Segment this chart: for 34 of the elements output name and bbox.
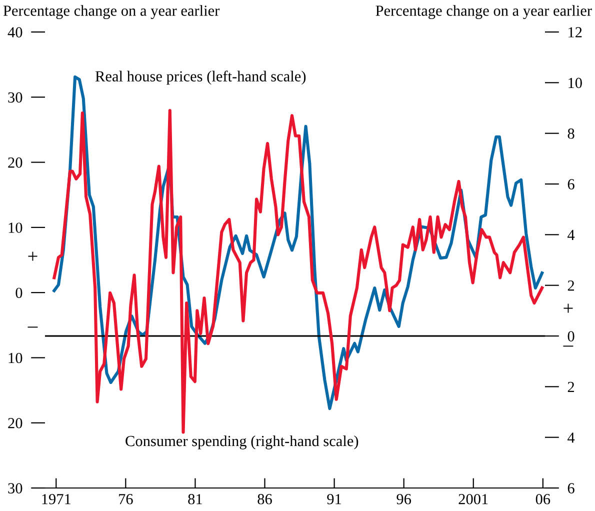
x-tick-label: 91 (327, 494, 342, 504)
y-tick-label: 30 (8, 92, 22, 103)
x-tick-label: 1971 (42, 494, 70, 504)
x-tick-label: 81 (188, 494, 202, 504)
y-tick-label: 10 (8, 222, 22, 233)
y2-axis-title: Percentage change on a year earlier (376, 5, 592, 20)
text: – (563, 346, 574, 347)
text: + (564, 304, 573, 313)
y2-tick-label: 2 (568, 280, 574, 291)
y-axis-title: Percentage change on a year earlier (3, 5, 220, 20)
y2-tick-label: 12 (568, 27, 582, 38)
x-tick-label: 06 (536, 494, 550, 504)
series-label: Real house prices (left-hand scale) (95, 70, 306, 85)
x-tick-label: 96 (396, 494, 412, 504)
y2-tick-label: 8 (568, 128, 574, 139)
y-tick-label: 20 (8, 418, 22, 428)
y2-tick-label: 6 (568, 179, 574, 190)
y-tick-label: 30 (8, 483, 22, 494)
x-tick-label: 2001 (458, 494, 488, 504)
y2-tick-label: 4 (568, 432, 575, 443)
x-tick-label: 76 (119, 494, 133, 504)
x-tick-label: 86 (258, 494, 272, 504)
y2-tick-label: 4 (568, 230, 575, 240)
y2-tick-label: 10 (568, 78, 582, 88)
y2-tick-label: 0 (568, 331, 574, 342)
y-tick-label: 20 (8, 157, 22, 168)
text: + (28, 252, 38, 261)
y-tick-label: 10 (8, 352, 22, 364)
y2-tick-label: 6 (568, 483, 574, 494)
y2-tick-label: 2 (568, 382, 574, 392)
y-tick-label: 0 (16, 288, 22, 298)
text: Consumer spending (right-hand scale) (126, 435, 358, 450)
y-tick-label: 40 (8, 27, 22, 38)
text: – (28, 326, 38, 328)
